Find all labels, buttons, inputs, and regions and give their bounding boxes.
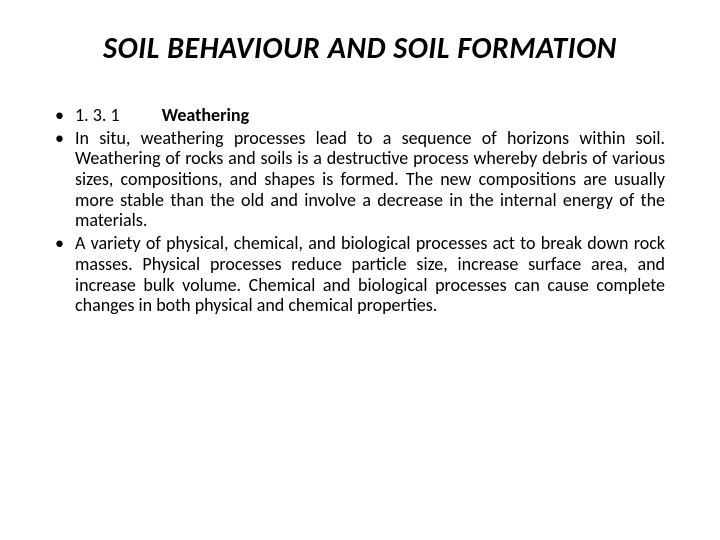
bullet-marker: •: [55, 105, 75, 126]
bullet-marker: •: [55, 128, 75, 231]
slide-container: SOIL BEHAVIOUR AND SOIL FORMATION • 1. 3…: [0, 0, 720, 540]
slide-title: SOIL BEHAVIOUR AND SOIL FORMATION: [55, 30, 665, 67]
section-heading: Weathering: [162, 105, 249, 126]
section-number: 1. 3. 1: [75, 105, 120, 126]
bullet-item: • A variety of physical, chemical, and b…: [55, 233, 665, 316]
bullet-heading: • 1. 3. 1 Weathering: [55, 105, 665, 126]
bullet-paragraph: In situ, weathering processes lead to a …: [75, 128, 665, 231]
bullet-item: • In situ, weathering processes lead to …: [55, 128, 665, 231]
slide-content: • 1. 3. 1 Weathering • In situ, weatheri…: [55, 105, 665, 316]
bullet-heading-text: 1. 3. 1 Weathering: [75, 105, 665, 126]
bullet-marker: •: [55, 233, 75, 316]
bullet-paragraph: A variety of physical, chemical, and bio…: [75, 233, 665, 316]
